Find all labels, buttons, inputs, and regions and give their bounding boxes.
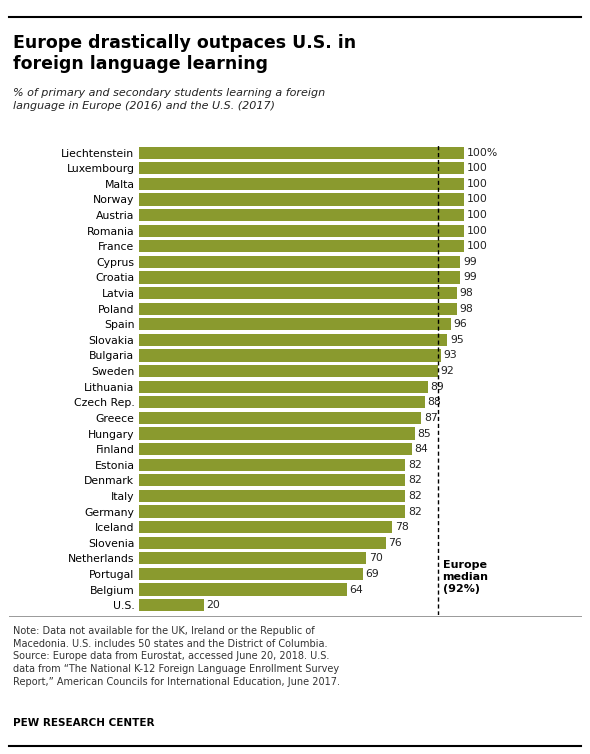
Bar [139, 584, 347, 596]
Bar [139, 568, 363, 580]
Text: 99: 99 [463, 272, 477, 283]
Bar [139, 521, 392, 533]
Bar [139, 396, 425, 409]
Bar [139, 349, 441, 362]
Text: 98: 98 [460, 304, 474, 314]
Bar [139, 365, 438, 377]
Bar [139, 443, 412, 455]
Bar [139, 271, 460, 284]
Text: 69: 69 [366, 569, 379, 579]
Bar [139, 209, 464, 221]
Text: 87: 87 [424, 413, 438, 423]
Text: Europe
median
(92%): Europe median (92%) [442, 559, 489, 594]
Text: 88: 88 [427, 397, 441, 407]
Bar [139, 287, 457, 299]
Bar [139, 318, 451, 330]
Text: 85: 85 [418, 428, 431, 439]
Bar [139, 505, 405, 517]
Text: 92: 92 [440, 366, 454, 376]
Text: 95: 95 [450, 335, 464, 345]
Text: % of primary and secondary students learning a foreign
language in Europe (2016): % of primary and secondary students lear… [13, 88, 325, 111]
Bar [139, 193, 464, 206]
Text: 82: 82 [408, 507, 421, 516]
Bar [139, 162, 464, 174]
Bar [139, 334, 447, 346]
Bar [139, 458, 405, 470]
Bar [139, 225, 464, 237]
Text: 100: 100 [466, 179, 487, 188]
Text: Note: Data not available for the UK, Ireland or the Republic of
Macedonia. U.S. : Note: Data not available for the UK, Ire… [13, 626, 340, 687]
Bar [139, 302, 457, 314]
Text: 98: 98 [460, 288, 474, 298]
Text: 84: 84 [414, 444, 428, 454]
Bar [139, 256, 460, 268]
Text: 100: 100 [466, 195, 487, 204]
Text: 100: 100 [466, 210, 487, 220]
Bar [139, 412, 421, 424]
Text: 70: 70 [369, 553, 383, 563]
Bar [139, 146, 464, 158]
Text: 82: 82 [408, 460, 421, 470]
Bar [139, 490, 405, 502]
Text: 99: 99 [463, 257, 477, 267]
Text: 100: 100 [466, 163, 487, 173]
Bar [139, 178, 464, 190]
Bar [139, 428, 415, 440]
Text: 100%: 100% [466, 148, 497, 158]
Text: 100: 100 [466, 241, 487, 251]
Text: 82: 82 [408, 475, 421, 486]
Text: 96: 96 [453, 319, 467, 329]
Text: 78: 78 [395, 522, 408, 532]
Bar [139, 599, 204, 611]
Text: 64: 64 [349, 584, 363, 595]
Bar [139, 537, 386, 549]
Text: Europe drastically outpaces U.S. in
foreign language learning: Europe drastically outpaces U.S. in fore… [13, 34, 356, 73]
Bar [139, 552, 366, 565]
Text: 100: 100 [466, 225, 487, 236]
Bar [139, 241, 464, 253]
Text: 76: 76 [388, 538, 402, 547]
Text: 89: 89 [431, 382, 444, 391]
Text: 20: 20 [206, 600, 220, 610]
Bar [139, 474, 405, 486]
Bar [139, 381, 428, 393]
Text: 93: 93 [444, 351, 457, 360]
Text: PEW RESEARCH CENTER: PEW RESEARCH CENTER [13, 718, 155, 728]
Text: 82: 82 [408, 491, 421, 501]
